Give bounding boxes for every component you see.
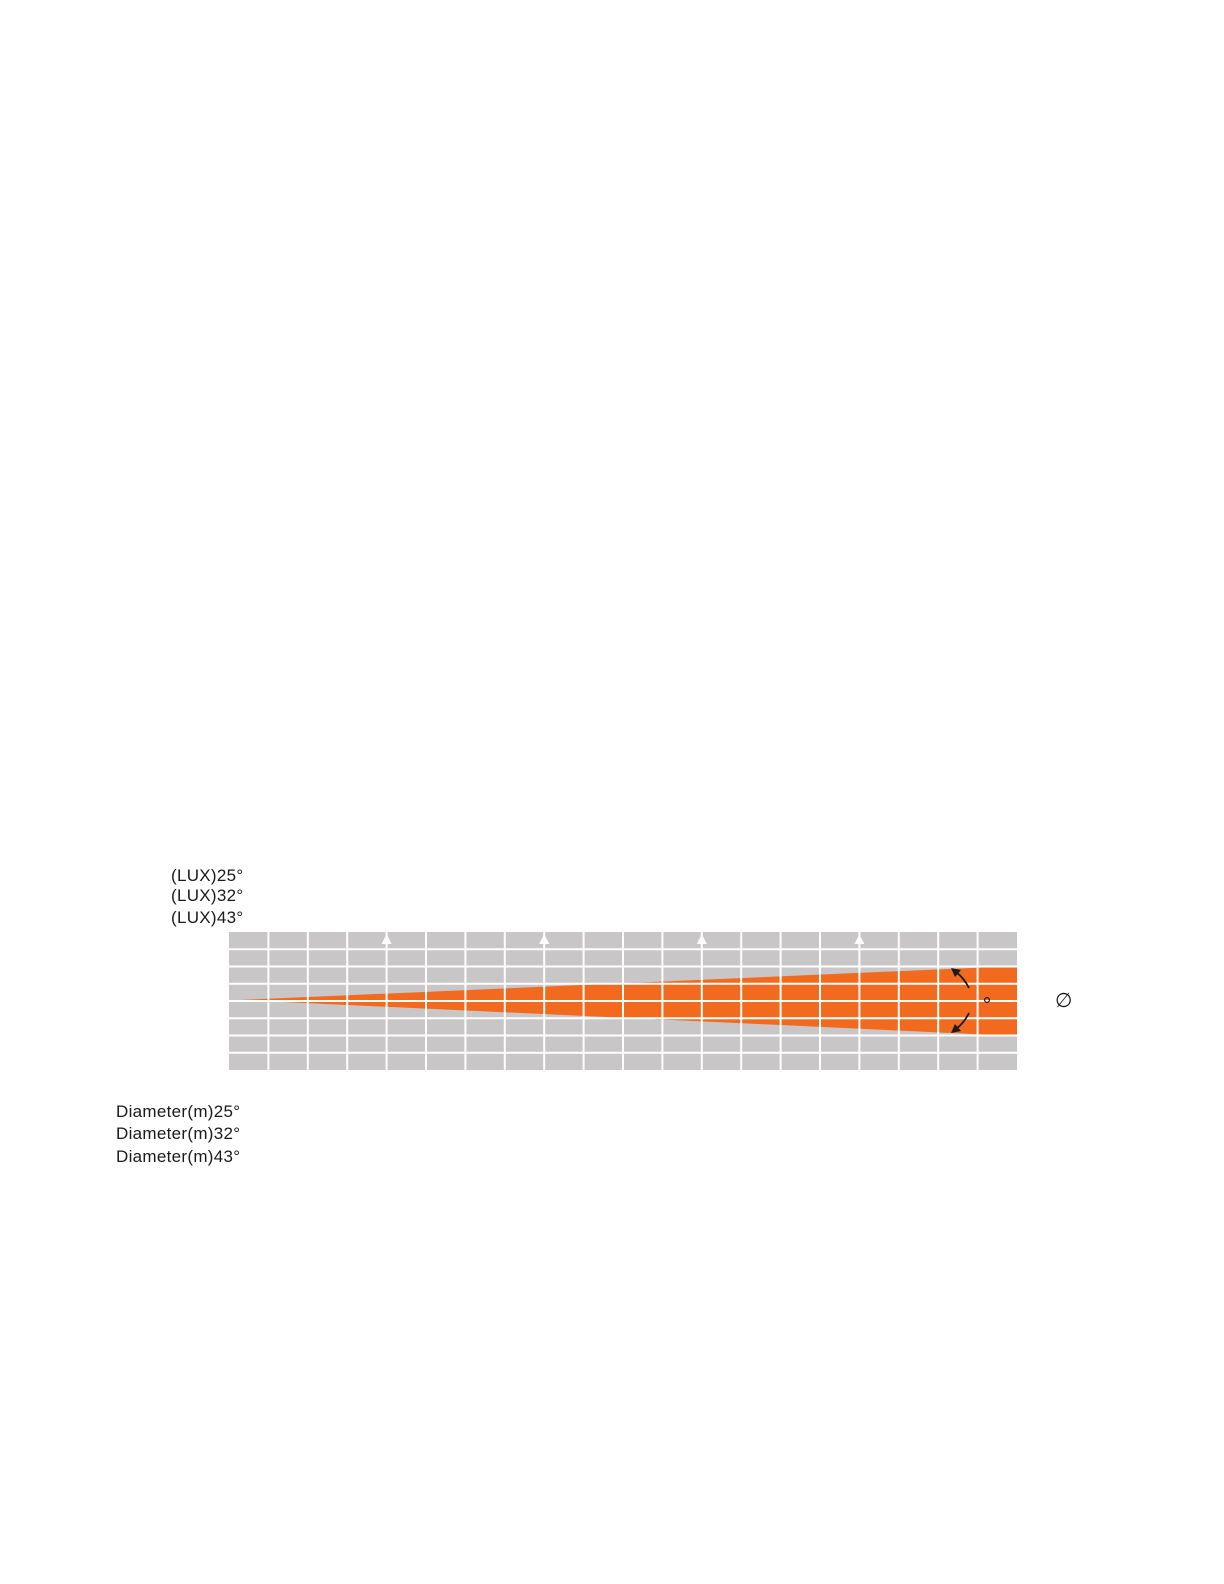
diameter-label-25: Diameter(m)25°	[116, 1102, 241, 1121]
lux-label-43: (LUX)43°	[171, 908, 244, 927]
distance-marker-arrow	[381, 934, 392, 944]
diameter-label-43: Diameter(m)43°	[116, 1147, 241, 1166]
distance-marker-arrow	[539, 934, 550, 944]
diameter-symbol-icon: ∅	[1055, 990, 1073, 1012]
degree-circle	[983, 996, 990, 1003]
diameter-label-32: Diameter(m)32°	[116, 1124, 241, 1143]
angle-arrowhead-down	[951, 1024, 961, 1033]
angle-arrowhead-up	[951, 968, 961, 977]
distance-markers	[381, 934, 865, 944]
angle-indicator	[951, 968, 990, 1033]
distance-marker-arrow	[854, 934, 865, 944]
lux-label-32: (LUX)32°	[171, 886, 244, 905]
distance-marker-arrow	[696, 934, 707, 944]
lux-label-25: (LUX)25°	[171, 866, 244, 885]
grid-lines	[229, 932, 1017, 1070]
